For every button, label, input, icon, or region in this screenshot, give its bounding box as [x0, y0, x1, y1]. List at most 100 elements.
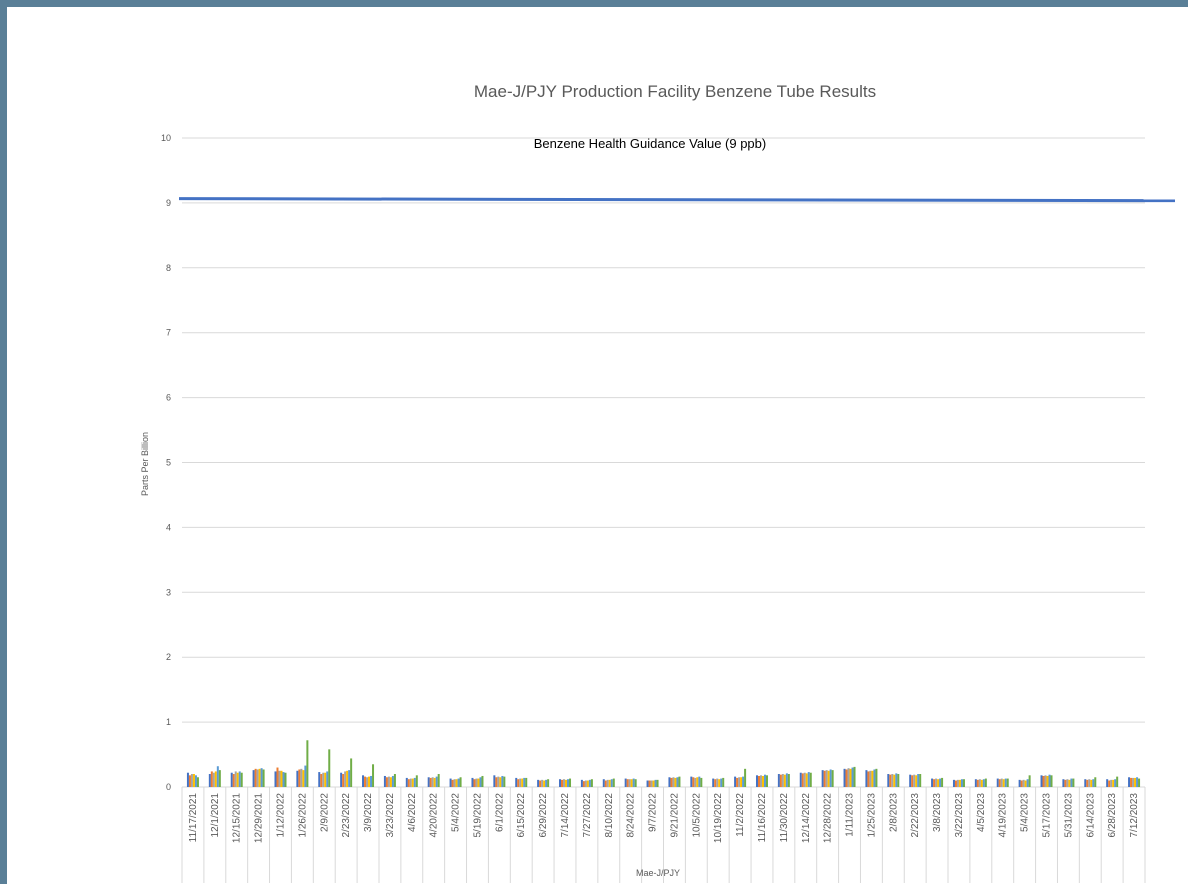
bar [561, 779, 564, 787]
x-tick-label: 1/26/2022 [297, 793, 308, 838]
bar [1020, 780, 1023, 787]
bar [232, 774, 235, 787]
x-tick-label: 11/16/2022 [757, 793, 768, 843]
bar [825, 770, 828, 787]
bar [580, 779, 583, 787]
bar [690, 776, 693, 787]
x-tick-label: 11/30/2022 [779, 793, 790, 843]
y-tick-label: 1 [166, 717, 171, 727]
x-tick-label: 8/24/2022 [626, 793, 637, 838]
x-tick-label: 6/29/2022 [538, 793, 549, 838]
bar [1112, 779, 1115, 787]
bar [543, 780, 546, 787]
bar [387, 776, 390, 787]
bar [984, 778, 987, 787]
bar [1084, 779, 1087, 787]
bar [479, 777, 482, 787]
x-tick-label: 2/23/2022 [341, 793, 352, 838]
bar [847, 768, 850, 787]
bar [1114, 779, 1117, 787]
bar [787, 774, 790, 787]
bar [547, 779, 550, 787]
bar [606, 779, 609, 787]
x-tick-label: 2/8/2023 [888, 793, 899, 832]
bar [829, 769, 832, 787]
bar [590, 779, 593, 787]
bar [318, 772, 321, 787]
bar [405, 777, 408, 787]
bar [913, 774, 916, 787]
bar [1004, 778, 1007, 787]
bar [672, 777, 675, 787]
bar [342, 774, 345, 787]
bar [582, 781, 585, 787]
x-tick-label: 4/19/2023 [998, 793, 1009, 838]
bar [736, 777, 739, 787]
x-tick-label: 11/2/2022 [735, 793, 746, 837]
bar [413, 777, 416, 787]
bar [1024, 780, 1027, 787]
bar [626, 779, 629, 787]
bar [952, 779, 955, 787]
bar [565, 779, 568, 787]
bar [799, 772, 802, 787]
bar [648, 780, 651, 787]
bar [624, 778, 627, 787]
bar [849, 768, 852, 787]
bar [304, 765, 307, 787]
bar [785, 773, 788, 787]
bar [362, 775, 365, 787]
bar [1048, 774, 1051, 787]
bar [523, 777, 526, 787]
bar [451, 779, 454, 787]
bar [931, 778, 934, 787]
bar [1094, 777, 1097, 787]
bar [960, 779, 963, 787]
bar [1026, 779, 1029, 787]
bar [262, 769, 265, 787]
bar [805, 773, 808, 787]
bar [340, 772, 343, 787]
bar [278, 770, 281, 787]
x-tick-label: 12/14/2022 [801, 793, 812, 843]
bar [471, 777, 474, 787]
bar [755, 775, 758, 787]
bar [415, 775, 418, 787]
bar [437, 774, 440, 787]
bar [569, 778, 572, 787]
x-tick-label: 10/19/2022 [713, 793, 724, 843]
bar [980, 779, 983, 787]
bar [519, 778, 522, 787]
y-tick-labels: 0 1 2 3 4 5 6 7 8 9 10 [161, 133, 171, 792]
x-tick-labels: 11/17/2021 12/1/2021 12/15/2021 12/29/2021 1… [188, 793, 1140, 843]
bar [366, 777, 369, 787]
bar [763, 774, 766, 787]
bar [208, 774, 211, 787]
bar [541, 779, 544, 787]
x-tick-label: 2/22/2023 [910, 793, 921, 838]
bar [545, 779, 548, 787]
bar [282, 772, 285, 787]
bars [186, 740, 1141, 787]
bar [1092, 779, 1095, 787]
bar [1130, 777, 1133, 787]
bar [777, 774, 780, 787]
bar [274, 771, 277, 787]
bar [296, 770, 299, 787]
x-tick-label: 12/15/2021 [232, 793, 243, 843]
y-tick-label: 2 [166, 652, 171, 662]
bar [453, 779, 456, 787]
bar [909, 774, 912, 787]
bar [895, 773, 898, 787]
x-tick-label: 11/17/2021 [188, 793, 199, 843]
bar [429, 777, 432, 787]
bar [588, 779, 591, 787]
bar [765, 775, 768, 787]
bar [435, 776, 438, 787]
bar [998, 779, 1001, 787]
bar [821, 770, 824, 787]
bar [956, 779, 959, 787]
bar [650, 780, 653, 787]
bar [779, 774, 782, 787]
bar [714, 779, 717, 787]
